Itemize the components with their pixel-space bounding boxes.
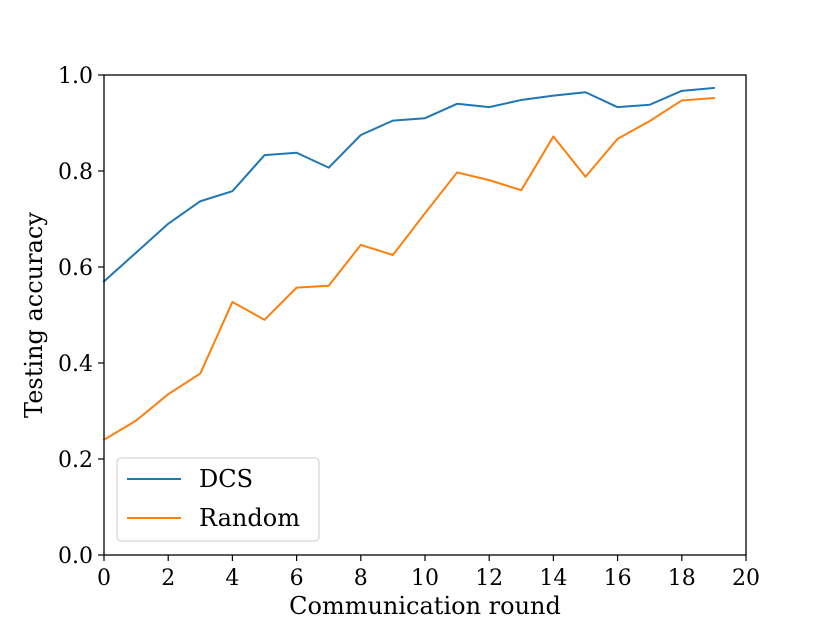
y-tick-label: 0.6 xyxy=(58,256,93,281)
series-line-dcs xyxy=(102,86,715,283)
legend-label-dcs: DCS xyxy=(199,465,253,493)
series-line-random xyxy=(102,96,715,442)
y-tick-label: 0.0 xyxy=(58,544,93,569)
x-tick-label: 8 xyxy=(354,566,368,591)
x-tick-label: 14 xyxy=(539,566,567,591)
legend: DCS Random xyxy=(116,457,320,542)
x-tick-label: 2 xyxy=(161,566,175,591)
y-tick-label: 1.0 xyxy=(58,64,93,89)
y-tick-label: 0.2 xyxy=(58,448,93,473)
y-axis-label: Testing accuracy xyxy=(20,212,48,418)
x-tick-label: 18 xyxy=(668,566,696,591)
x-tick-label: 4 xyxy=(225,566,239,591)
x-tick-label: 0 xyxy=(97,566,111,591)
x-tick-label: 20 xyxy=(732,566,760,591)
x-tick-label: 12 xyxy=(475,566,503,591)
y-axis-ticks: 0.0 0.2 0.4 0.6 0.8 1.0 xyxy=(58,64,104,569)
x-tick-label: 16 xyxy=(604,566,632,591)
x-tick-label: 6 xyxy=(290,566,304,591)
y-tick-label: 0.4 xyxy=(58,352,93,377)
x-axis-label: Communication round xyxy=(289,592,561,620)
series-lines xyxy=(102,86,715,442)
x-axis-ticks: 0 2 4 6 8 10 12 14 16 18 20 xyxy=(97,555,760,591)
y-tick-label: 0.8 xyxy=(58,160,93,185)
legend-label-random: Random xyxy=(199,504,300,532)
x-tick-label: 10 xyxy=(411,566,439,591)
